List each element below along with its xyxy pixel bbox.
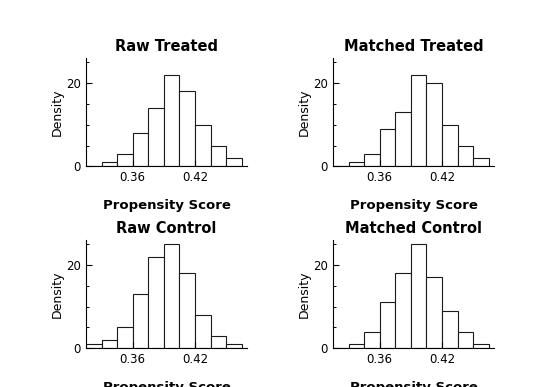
Y-axis label: Density: Density bbox=[50, 271, 63, 318]
Bar bbox=[349, 344, 364, 348]
Bar bbox=[226, 344, 242, 348]
Bar bbox=[458, 146, 473, 166]
Y-axis label: Density: Density bbox=[297, 271, 310, 318]
Bar bbox=[395, 273, 411, 348]
Bar bbox=[195, 315, 211, 348]
Bar bbox=[179, 91, 195, 166]
Bar bbox=[458, 332, 473, 348]
Bar bbox=[148, 108, 164, 166]
Bar bbox=[179, 273, 195, 348]
Title: Matched Control: Matched Control bbox=[345, 221, 482, 236]
Bar bbox=[380, 303, 395, 348]
Bar bbox=[164, 244, 179, 348]
Title: Raw Control: Raw Control bbox=[117, 221, 216, 236]
Text: Propensity Score: Propensity Score bbox=[350, 199, 477, 212]
Bar bbox=[395, 112, 411, 166]
Bar bbox=[117, 154, 133, 166]
Bar bbox=[426, 277, 442, 348]
Title: Matched Treated: Matched Treated bbox=[344, 39, 483, 54]
Bar bbox=[101, 162, 117, 166]
Text: Propensity Score: Propensity Score bbox=[350, 381, 477, 387]
Bar bbox=[226, 158, 242, 166]
Bar bbox=[442, 311, 458, 348]
Bar bbox=[411, 244, 426, 348]
Bar bbox=[473, 344, 489, 348]
Bar bbox=[133, 294, 148, 348]
Bar bbox=[426, 83, 442, 166]
Bar bbox=[164, 75, 179, 166]
Title: Raw Treated: Raw Treated bbox=[115, 39, 218, 54]
Bar bbox=[86, 344, 101, 348]
Bar bbox=[211, 146, 226, 166]
Bar bbox=[117, 327, 133, 348]
Bar bbox=[473, 158, 489, 166]
Bar bbox=[101, 340, 117, 348]
Bar bbox=[133, 133, 148, 166]
Bar bbox=[349, 162, 364, 166]
Bar bbox=[211, 336, 226, 348]
Text: Propensity Score: Propensity Score bbox=[103, 381, 230, 387]
Bar bbox=[380, 129, 395, 166]
Bar bbox=[148, 257, 164, 348]
Bar bbox=[442, 125, 458, 166]
Bar bbox=[411, 75, 426, 166]
Text: Propensity Score: Propensity Score bbox=[103, 199, 230, 212]
Bar bbox=[364, 332, 380, 348]
Bar bbox=[364, 154, 380, 166]
Y-axis label: Density: Density bbox=[297, 89, 310, 136]
Bar bbox=[195, 125, 211, 166]
Y-axis label: Density: Density bbox=[50, 89, 63, 136]
